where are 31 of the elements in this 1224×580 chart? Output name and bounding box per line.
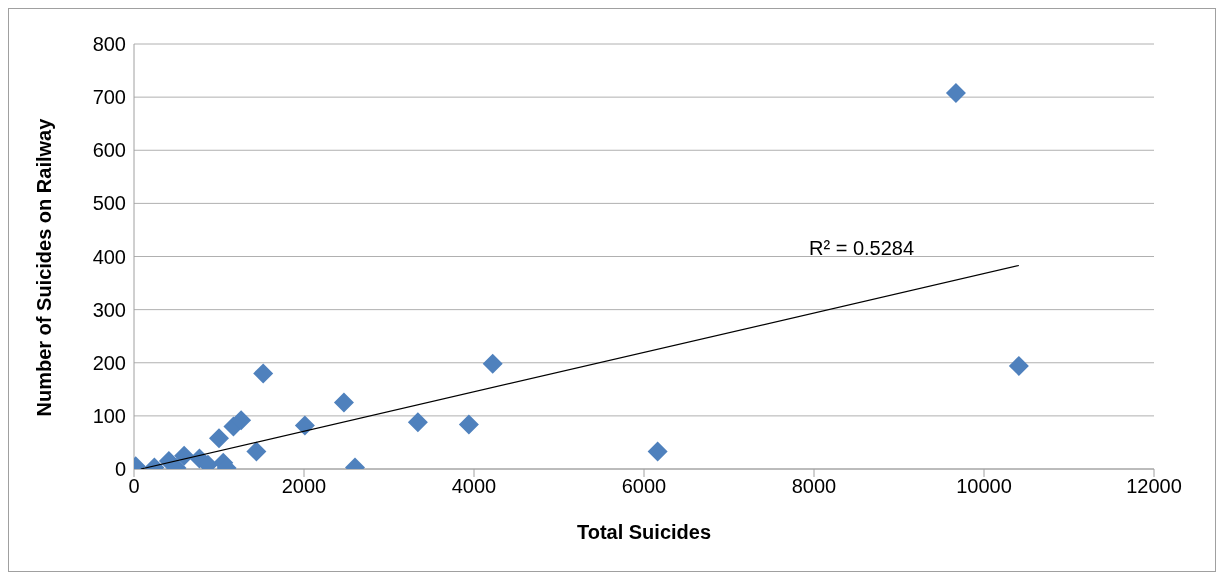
- x-tick-label: 6000: [621, 475, 667, 498]
- annotation: R² = 0.5284: [809, 237, 915, 259]
- point: [333, 392, 354, 413]
- x-tick-label: 0: [128, 475, 140, 498]
- y-axis-title: Number of Suicides on Railway: [33, 117, 56, 417]
- x-tick-label: 10000: [956, 475, 1012, 498]
- y-tick-label: 700: [92, 86, 126, 109]
- y-tick-label: 600: [92, 139, 126, 162]
- x-tick-label: 2000: [281, 475, 327, 498]
- y-tick-label: 200: [92, 351, 126, 374]
- y-tick-label: 800: [92, 33, 126, 56]
- point: [945, 82, 966, 103]
- point: [294, 415, 315, 436]
- x-tick-label: 8000: [791, 475, 837, 498]
- y-tick-label: 500: [92, 192, 126, 215]
- y-tick-label: 300: [92, 298, 126, 321]
- point: [482, 353, 503, 374]
- x-axis-title: Total Suicides: [576, 521, 712, 543]
- point: [407, 412, 428, 433]
- y-tick-label: 0: [114, 458, 126, 481]
- point: [209, 428, 229, 449]
- x-tick-label: 4000: [451, 475, 497, 498]
- y-tick-label: 100: [92, 404, 126, 427]
- x-tick-label: 12000: [1126, 475, 1182, 498]
- point: [647, 441, 668, 462]
- point: [246, 441, 267, 462]
- point: [231, 410, 252, 431]
- y-tick-label: 400: [92, 245, 126, 268]
- point: [458, 414, 479, 435]
- point: [253, 363, 274, 384]
- point: [1008, 355, 1029, 376]
